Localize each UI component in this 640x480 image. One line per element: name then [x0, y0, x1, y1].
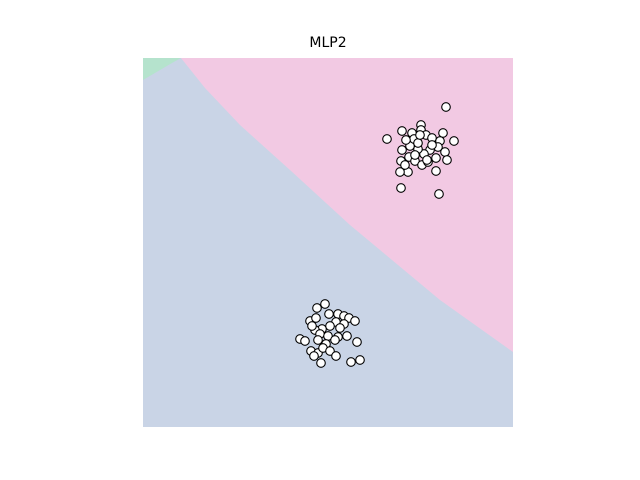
point	[422, 155, 432, 165]
region-green	[143, 58, 181, 80]
point	[330, 335, 340, 345]
point	[342, 331, 352, 341]
point	[325, 321, 335, 331]
point	[413, 138, 423, 148]
point	[442, 155, 452, 165]
point	[300, 336, 310, 346]
point	[307, 321, 317, 331]
point	[427, 140, 437, 150]
point	[431, 166, 441, 176]
point	[324, 309, 334, 319]
point	[401, 135, 411, 145]
point	[320, 299, 330, 309]
point	[410, 150, 420, 160]
point	[434, 189, 444, 199]
point	[438, 128, 448, 138]
point	[312, 303, 322, 313]
region-pink	[181, 58, 513, 352]
point	[352, 337, 362, 347]
point	[396, 183, 406, 193]
point	[316, 358, 326, 368]
point	[441, 102, 451, 112]
chart-title: MLP2	[309, 35, 346, 51]
point	[395, 167, 405, 177]
point	[350, 316, 360, 326]
point	[382, 134, 392, 144]
point	[355, 355, 365, 365]
point	[431, 153, 441, 163]
point	[449, 136, 459, 146]
point	[309, 351, 319, 361]
point	[311, 313, 321, 323]
point	[397, 126, 407, 136]
point	[440, 147, 450, 157]
point	[335, 323, 345, 333]
point	[415, 130, 425, 140]
point	[331, 351, 341, 361]
point	[397, 145, 407, 155]
point	[400, 160, 410, 170]
point	[313, 335, 323, 345]
point	[346, 357, 356, 367]
